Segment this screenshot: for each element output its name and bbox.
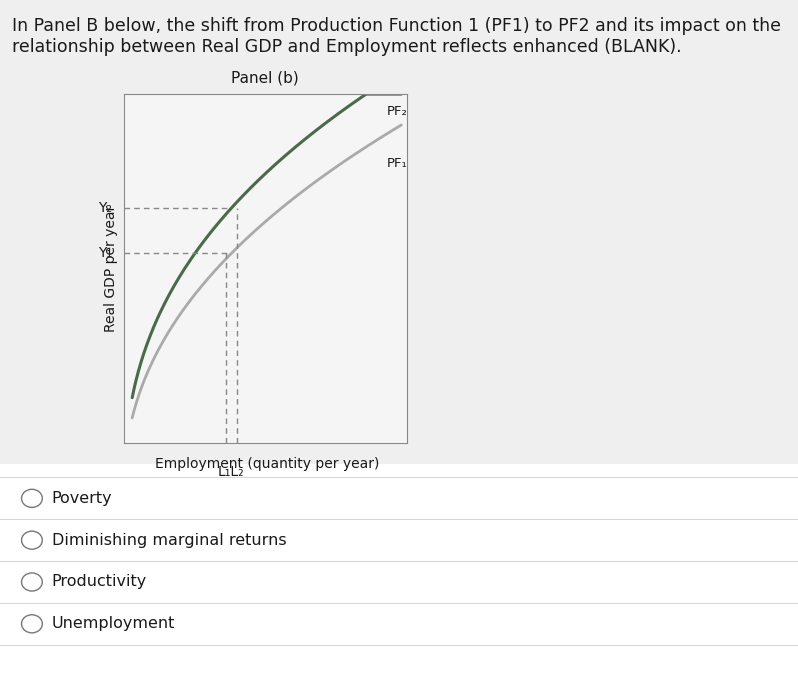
- Text: Y₁: Y₁: [98, 246, 113, 261]
- Text: relationship between Real GDP and Employment reflects enhanced (BLANK).: relationship between Real GDP and Employ…: [12, 38, 681, 56]
- Text: Diminishing marginal returns: Diminishing marginal returns: [52, 533, 286, 548]
- Text: In Panel B below, the shift from Production Function 1 (PF1) to PF2 and its impa: In Panel B below, the shift from Product…: [12, 17, 781, 36]
- Text: Poverty: Poverty: [52, 491, 113, 506]
- Title: Panel (b): Panel (b): [231, 71, 299, 86]
- Text: PF₁: PF₁: [387, 158, 408, 170]
- Text: Unemployment: Unemployment: [52, 616, 176, 631]
- Text: Employment (quantity per year): Employment (quantity per year): [155, 457, 380, 470]
- Text: Productivity: Productivity: [52, 574, 147, 590]
- Y-axis label: Real GDP per year: Real GDP per year: [104, 205, 118, 332]
- Text: L₁L₂: L₁L₂: [218, 466, 245, 480]
- Text: Y₂: Y₂: [98, 201, 113, 215]
- Text: PF₂: PF₂: [387, 105, 408, 118]
